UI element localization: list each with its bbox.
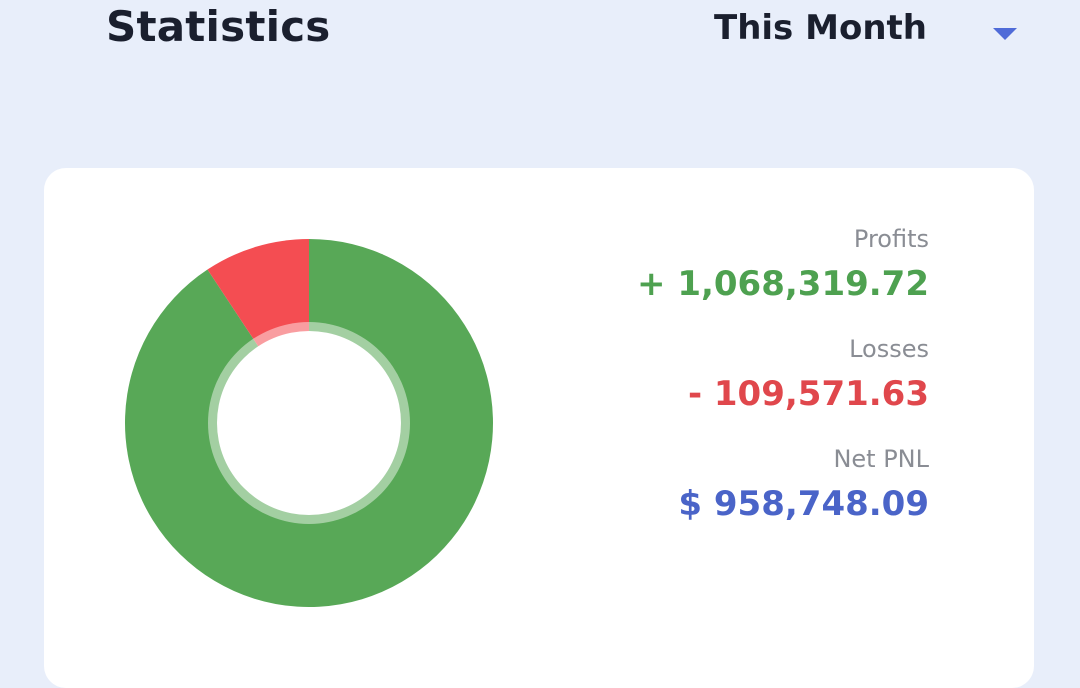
page-title: Statistics xyxy=(106,2,331,51)
donut-hole xyxy=(217,331,401,515)
period-label[interactable]: This Month xyxy=(714,8,927,48)
net-pnl-stat: Net PNL $ 958,748.09 xyxy=(637,444,929,528)
net-pnl-label: Net PNL xyxy=(833,445,929,473)
stats-panel: Profits + 1,068,319.72 Losses - 109,571.… xyxy=(637,224,929,554)
profits-label: Profits xyxy=(853,225,929,253)
caret-down-icon[interactable] xyxy=(993,28,1017,40)
losses-stat: Losses - 109,571.63 xyxy=(637,334,929,418)
donut-chart xyxy=(125,239,494,607)
period-selector[interactable]: This Month xyxy=(714,8,1017,48)
profits-stat: Profits + 1,068,319.72 xyxy=(637,224,929,308)
losses-value: - 109,571.63 xyxy=(687,374,929,414)
net-pnl-value: $ 958,748.09 xyxy=(678,484,929,524)
profits-value: + 1,068,319.72 xyxy=(637,264,929,304)
losses-label: Losses xyxy=(849,335,929,363)
statistics-card: Profits + 1,068,319.72 Losses - 109,571.… xyxy=(44,168,1034,688)
header: Statistics This Month xyxy=(0,0,1080,60)
